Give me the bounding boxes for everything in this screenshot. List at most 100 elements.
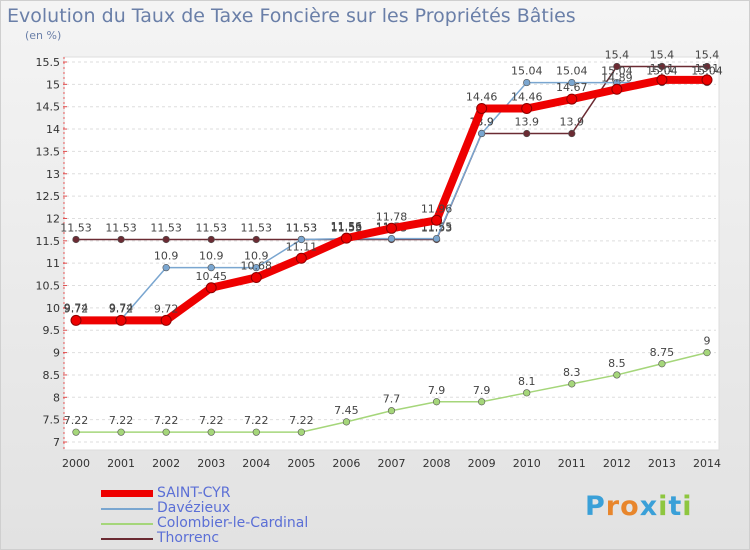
x-tick-label: 2012	[603, 457, 631, 470]
x-tick-label: 2007	[378, 457, 406, 470]
data-label-colombier-le-cardinal: 7.7	[383, 393, 401, 406]
legend-item-saint-cyr: SAINT-CYR	[101, 485, 361, 501]
y-tick-label: 7	[53, 436, 60, 449]
data-point-saint-cyr	[566, 93, 578, 105]
data-label-colombier-le-cardinal: 7.22	[289, 414, 314, 427]
data-label-thorrenc: 11.53	[241, 221, 273, 234]
x-tick-label: 2005	[287, 457, 315, 470]
data-point-saint-cyr	[250, 271, 262, 283]
legend-label-colombier: Colombier-le-Cardinal	[157, 515, 309, 531]
data-label-colombier-le-cardinal: 7.45	[334, 404, 359, 417]
x-tick-label: 2008	[423, 457, 451, 470]
data-point-colombier-le-cardinal	[117, 428, 125, 436]
data-label-colombier-le-cardinal: 7.22	[109, 414, 134, 427]
logo-letter: t	[668, 491, 683, 522]
data-point-dav-zieux	[568, 78, 576, 87]
data-label-saint-cyr: 11.56	[331, 220, 363, 233]
data-point-thorrenc	[162, 235, 170, 244]
legend-label-thorrenc: Thorrenc	[157, 530, 220, 546]
y-tick-label: 15.5	[36, 56, 61, 69]
x-tick-label: 2000	[62, 457, 90, 470]
data-label-saint-cyr: 10.68	[241, 259, 273, 272]
data-label-thorrenc: 15.4	[695, 48, 720, 61]
data-point-thorrenc	[703, 62, 711, 71]
data-label-colombier-le-cardinal: 8.1	[518, 375, 536, 388]
data-label-colombier-le-cardinal: 8.5	[608, 357, 626, 370]
x-tick-label: 2014	[693, 457, 721, 470]
data-point-colombier-le-cardinal	[342, 418, 351, 426]
data-point-thorrenc	[252, 235, 260, 244]
y-tick-label: 12.5	[36, 190, 61, 203]
x-tick-label: 2006	[332, 457, 360, 470]
logo-letter: x	[639, 491, 659, 522]
data-point-colombier-le-cardinal	[478, 398, 486, 406]
y-tick-label: 8.5	[43, 369, 61, 382]
data-label-colombier-le-cardinal: 7.22	[64, 414, 89, 427]
legend-item-davezieux: Davézieux	[101, 500, 361, 516]
data-point-thorrenc	[117, 235, 125, 244]
y-tick-label: 11.5	[36, 235, 61, 248]
y-tick-label: 9	[53, 347, 60, 360]
data-label-thorrenc: 11.53	[331, 221, 363, 234]
data-label-dav-zieux: 10.9	[199, 250, 224, 263]
data-label-thorrenc: 13.9	[514, 116, 539, 129]
data-point-thorrenc	[658, 62, 666, 71]
data-point-colombier-le-cardinal	[613, 371, 621, 379]
data-point-thorrenc	[207, 235, 215, 244]
x-tick-label: 2004	[242, 457, 270, 470]
data-point-saint-cyr	[521, 102, 533, 114]
y-tick-label: 14.5	[36, 101, 61, 114]
data-label-colombier-le-cardinal: 7.9	[473, 384, 491, 397]
data-label-dav-zieux: 15.04	[691, 65, 723, 78]
logo-letter: o	[620, 491, 640, 522]
x-tick-label: 2002	[152, 457, 180, 470]
y-tick-label: 12	[46, 212, 60, 225]
plot-area	[63, 56, 720, 451]
data-label-dav-zieux: 11.55	[331, 221, 363, 234]
data-point-dav-zieux	[387, 234, 396, 243]
x-tick-label: 2003	[197, 457, 225, 470]
legend-item-thorrenc: Thorrenc	[101, 530, 361, 546]
data-label-colombier-le-cardinal: 7.22	[244, 414, 269, 427]
data-point-thorrenc	[568, 129, 576, 138]
data-point-saint-cyr	[656, 74, 668, 86]
x-tick-label: 2011	[558, 457, 586, 470]
data-point-saint-cyr	[386, 222, 397, 234]
data-label-dav-zieux: 15.04	[646, 65, 678, 78]
data-label-dav-zieux: 9.74	[64, 302, 89, 315]
chart-title: Evolution du Taux de Taxe Foncière sur l…	[7, 5, 576, 27]
data-label-thorrenc: 11.53	[105, 221, 137, 234]
y-tick-label: 14	[46, 123, 60, 136]
data-point-dav-zieux	[162, 264, 170, 272]
data-label-colombier-le-cardinal: 7.22	[199, 414, 224, 427]
data-label-saint-cyr: 14.46	[466, 90, 498, 103]
data-label-dav-zieux: 15.04	[601, 65, 633, 78]
data-point-thorrenc	[523, 129, 531, 138]
y-tick-label: 13.5	[36, 145, 61, 158]
legend-swatch-davezieux	[101, 508, 153, 510]
data-label-dav-zieux: 10.9	[244, 250, 269, 263]
data-label-thorrenc: 13.9	[560, 116, 585, 129]
data-point-thorrenc	[613, 62, 621, 71]
logo-letter: i	[682, 491, 693, 522]
data-point-saint-cyr	[611, 83, 623, 95]
data-label-thorrenc: 11.53	[60, 221, 92, 234]
data-point-colombier-le-cardinal	[658, 360, 666, 368]
data-point-dav-zieux	[432, 234, 441, 243]
x-tick-label: 2009	[468, 457, 496, 470]
y-tick-label: 13	[46, 168, 60, 181]
data-point-colombier-le-cardinal	[432, 398, 441, 406]
data-label-dav-zieux: 15.04	[556, 65, 588, 78]
data-label-saint-cyr: 9.72	[154, 302, 179, 315]
x-tick-label: 2001	[107, 457, 135, 470]
data-point-saint-cyr	[701, 74, 713, 86]
y-tick-label: 7.5	[43, 414, 61, 427]
data-label-dav-zieux: 15.04	[511, 65, 543, 78]
y-tick-label: 8	[53, 391, 60, 404]
data-point-dav-zieux	[523, 78, 531, 87]
logo-letter: i	[658, 491, 669, 522]
data-point-colombier-le-cardinal	[297, 428, 305, 436]
x-tick-label: 2010	[513, 457, 541, 470]
